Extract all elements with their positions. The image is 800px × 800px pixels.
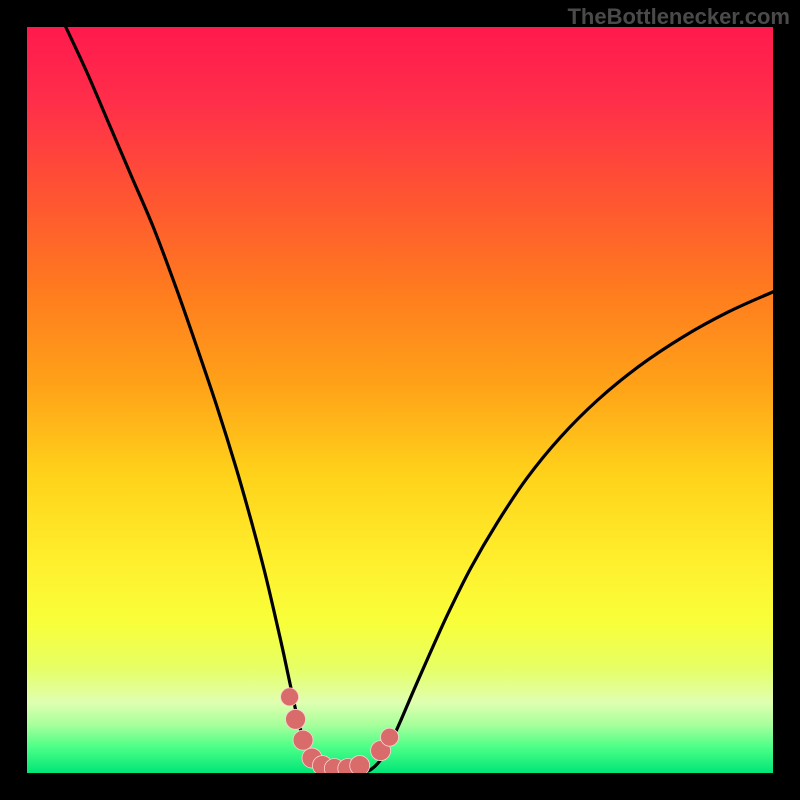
valley-dot [286,709,306,729]
valley-dot [381,728,399,746]
valley-dot [281,688,299,706]
chart-container: TheBottlenecker.com [0,0,800,800]
watermark-text: TheBottlenecker.com [567,4,790,30]
chart-svg [27,27,773,773]
valley-dot [293,730,313,750]
plot-area [27,27,773,773]
valley-dot [350,756,370,773]
